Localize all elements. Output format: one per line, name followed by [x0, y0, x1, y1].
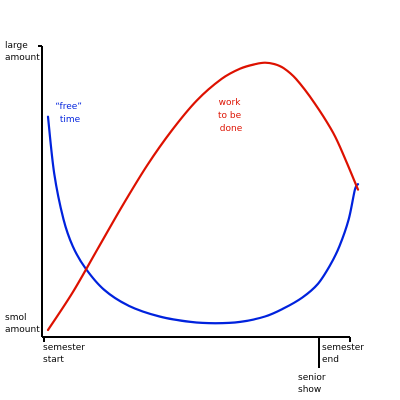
series-line-work-to-be-done — [46, 61, 360, 332]
y-tick-label-large: large amount — [5, 41, 40, 63]
x-tick-label-semester-start: semester start — [43, 343, 88, 365]
x-tick-label-semester-end: semester end — [322, 343, 367, 365]
series-label-free-time: “free” time — [55, 102, 85, 125]
x-tick-label-senior-show: senior show — [298, 373, 329, 395]
series-line-free-time — [46, 115, 360, 325]
series-label-work-to-be-done: work to be done — [218, 98, 244, 134]
y-tick-label-smol: smol amount — [5, 313, 40, 335]
